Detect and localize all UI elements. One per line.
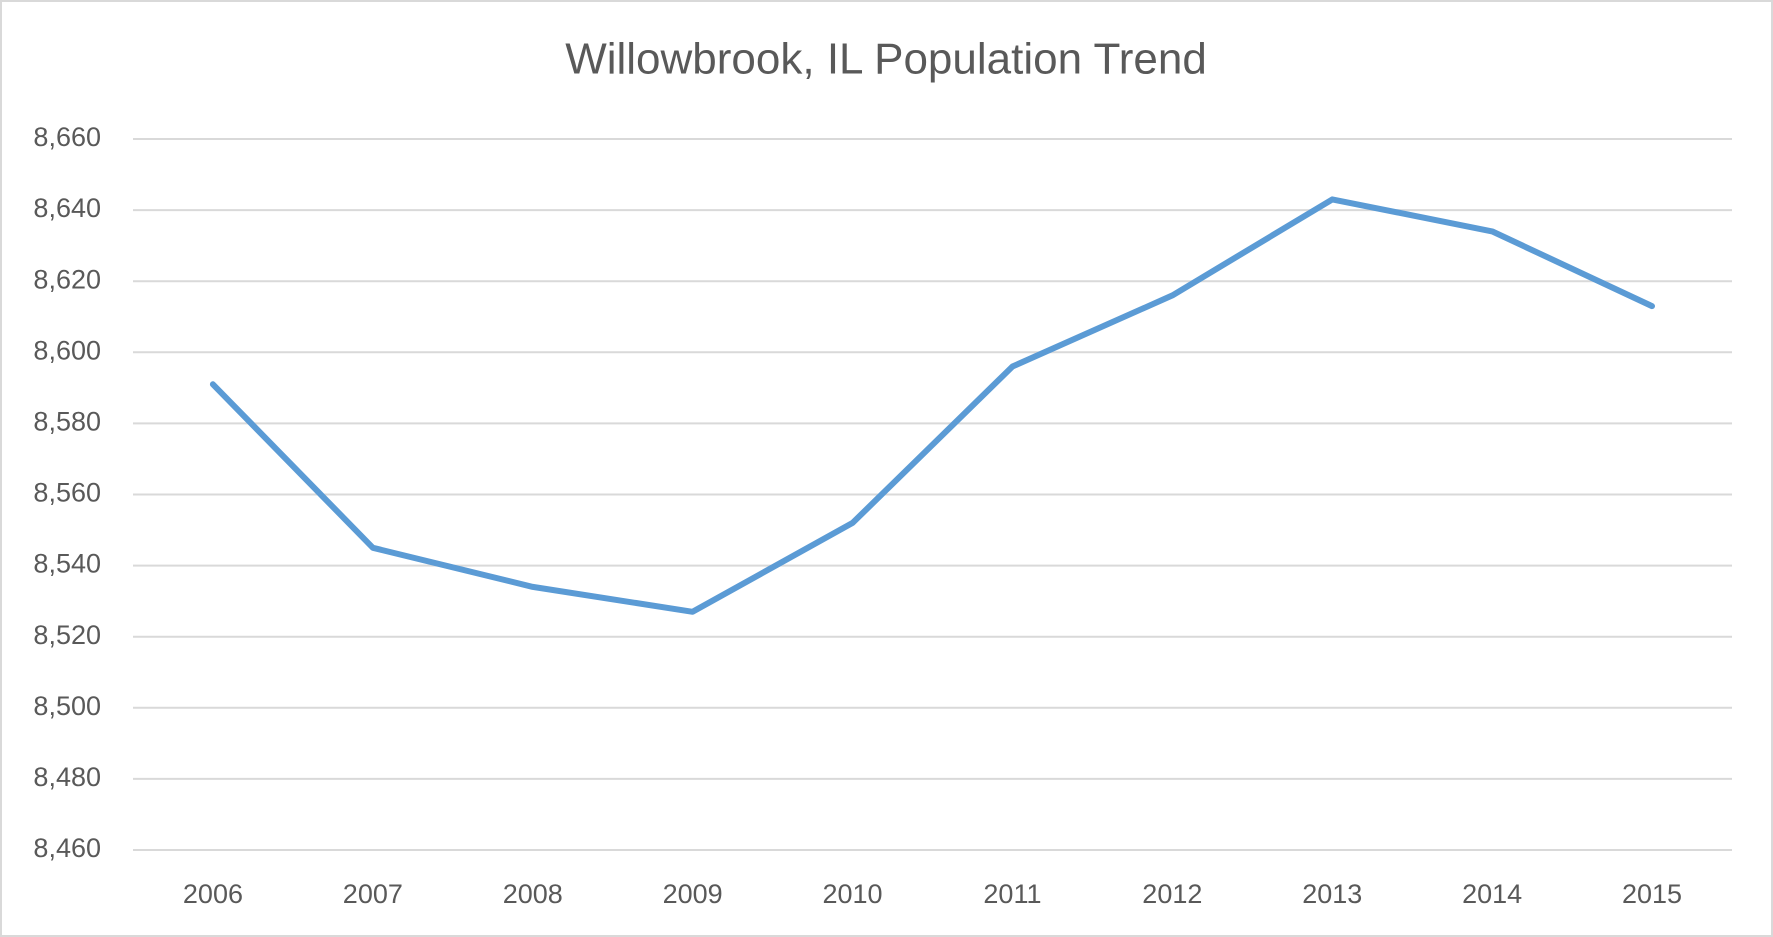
x-tick-label: 2009 (663, 879, 723, 909)
y-tick-label: 8,520 (33, 620, 101, 650)
y-tick-label: 8,620 (33, 264, 101, 294)
x-tick-label: 2011 (983, 879, 1041, 909)
x-tick-label: 2012 (1142, 879, 1202, 909)
y-tick-label: 8,540 (33, 549, 101, 579)
x-tick-label: 2007 (343, 879, 403, 909)
y-tick-label: 8,460 (33, 833, 101, 863)
chart-title: Willowbrook, IL Population Trend (565, 35, 1207, 84)
y-tick-label: 8,640 (33, 193, 101, 223)
y-tick-label: 8,600 (33, 335, 101, 365)
y-tick-label: 8,560 (33, 478, 101, 508)
x-tick-label: 2010 (823, 879, 883, 909)
y-tick-label: 8,660 (33, 122, 101, 152)
data-line (209, 196, 1655, 615)
x-tick-label: 2015 (1622, 879, 1682, 909)
x-tick-label: 2013 (1302, 879, 1362, 909)
y-tick-label: 8,500 (33, 691, 101, 721)
x-tick-label: 2008 (503, 879, 563, 909)
y-tick-label: 8,580 (33, 407, 101, 437)
x-tick-label: 2014 (1462, 879, 1522, 909)
x-tick-label: 2006 (183, 879, 243, 909)
y-tick-label: 8,480 (33, 762, 101, 792)
